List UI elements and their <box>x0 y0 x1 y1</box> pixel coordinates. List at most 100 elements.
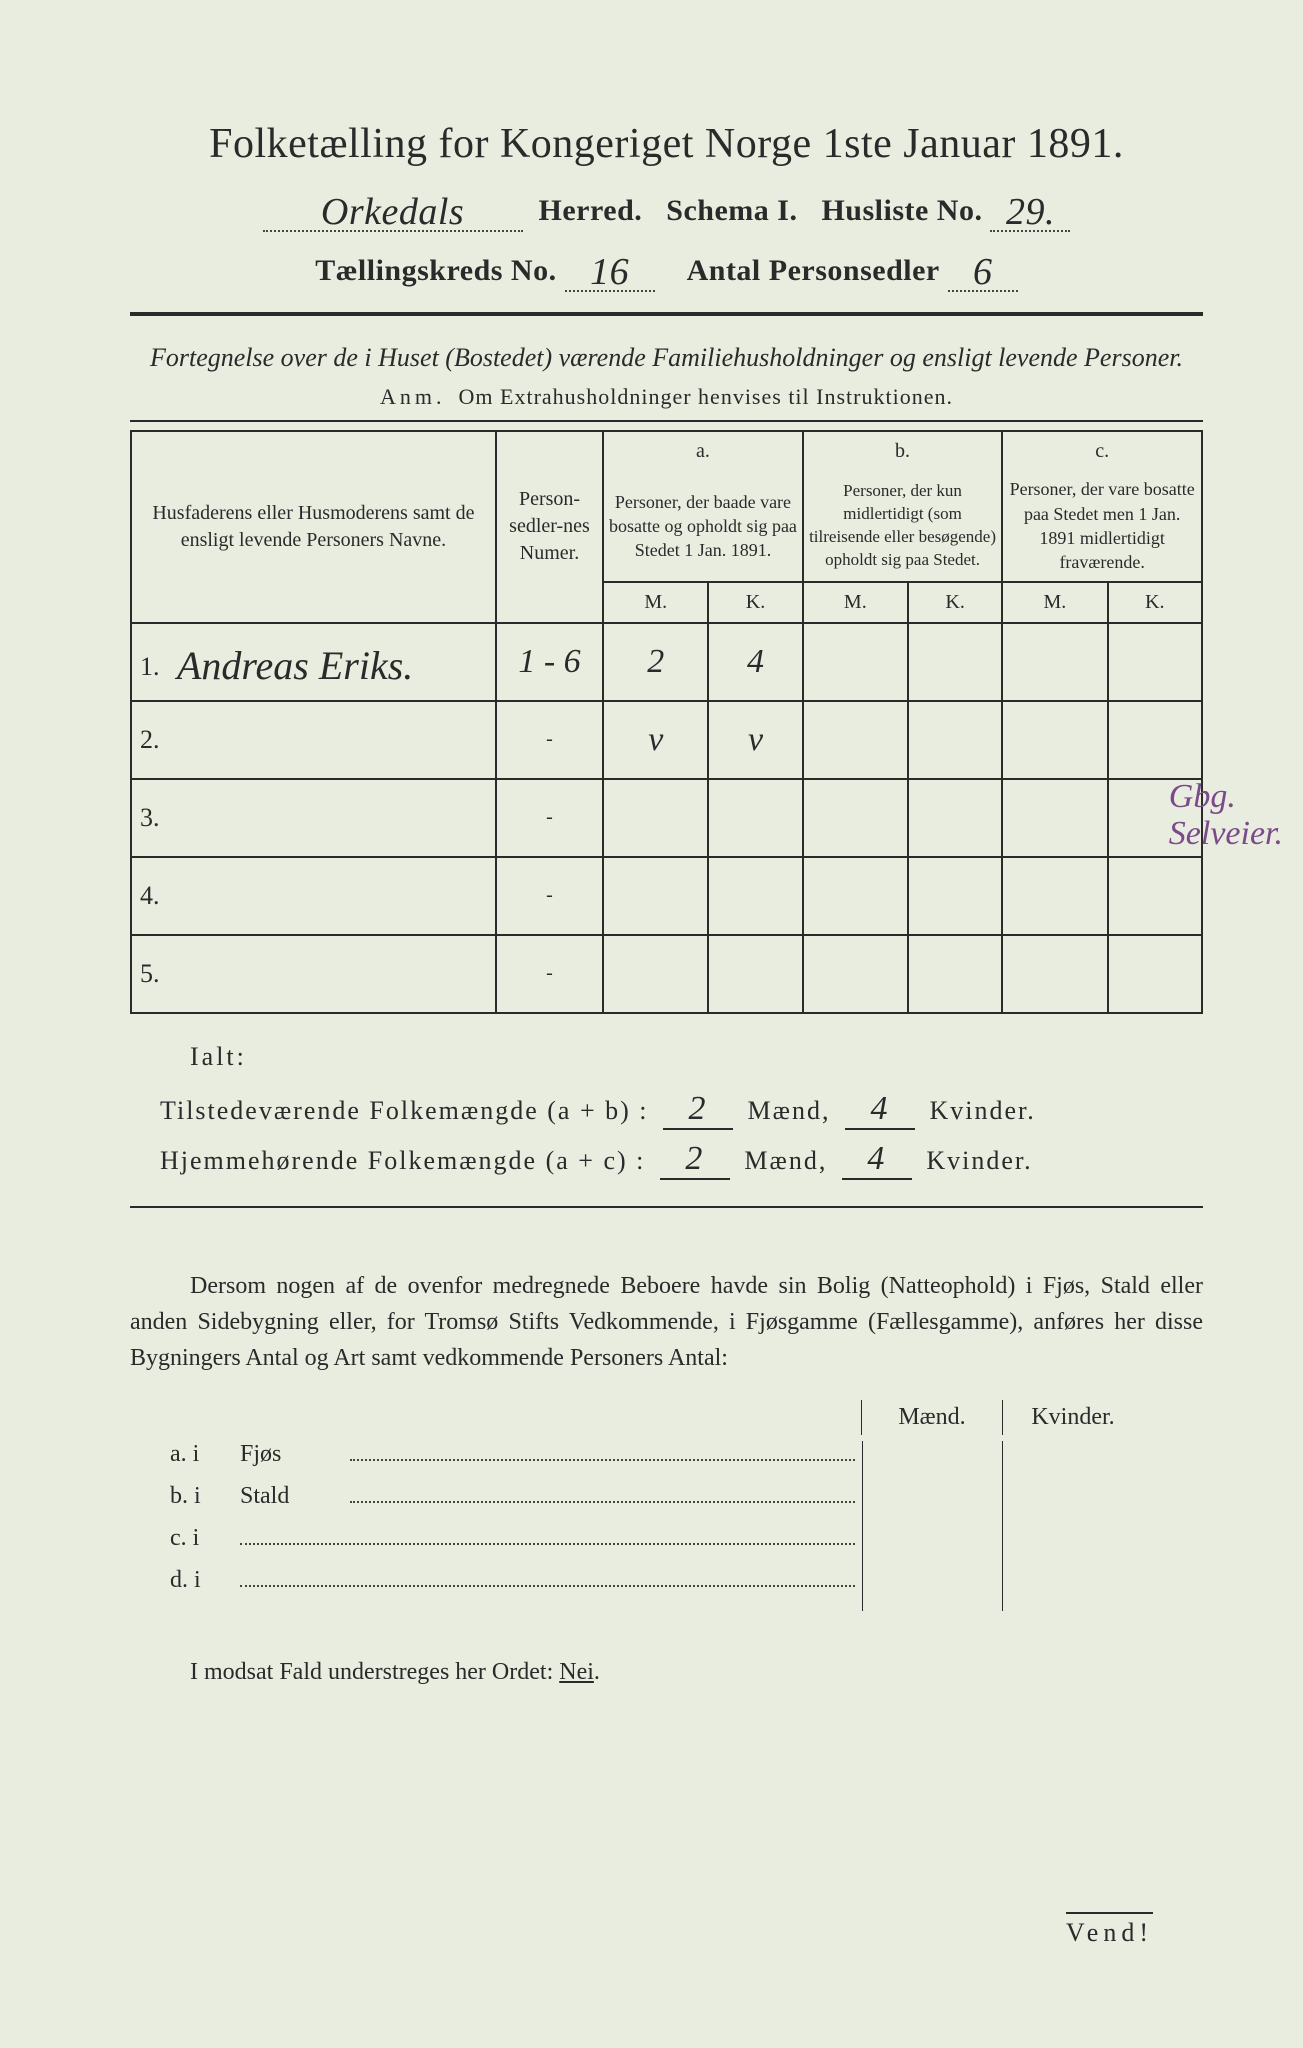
herred-label: Herred. <box>539 194 643 227</box>
cell-name: 5. <box>131 935 496 1013</box>
cell-num: - <box>496 857 603 935</box>
husliste-label: Husliste No. <box>821 194 982 227</box>
rule-thin-2 <box>130 1206 1203 1208</box>
table-row: 1. Andreas Eriks. 1 - 6 2 4 <box>131 623 1202 701</box>
antal-value: 6 <box>973 251 993 293</box>
th-b-k: K. <box>908 582 1002 623</box>
cell-am: 2 <box>603 623 708 701</box>
cell-bk <box>908 623 1002 701</box>
margin-note: Gbg. Selveier. <box>1169 778 1283 853</box>
list-row-a: a. i Fjøs <box>170 1441 1203 1483</box>
subtitle: Fortegnelse over de i Huset (Bostedet) v… <box>130 340 1203 376</box>
kvinder-label: Kvinder. <box>926 1146 1032 1175</box>
anm-text: Om Extrahusholdninger henvises til Instr… <box>459 384 953 409</box>
dots <box>240 1584 855 1587</box>
totals-line-2: Hjemmehørende Folkemængde (a + c) : 2 Mæ… <box>160 1140 1203 1180</box>
th-b-label: b. <box>803 431 1003 471</box>
kreds-label: Tællingskreds No. <box>315 254 556 287</box>
cell-num: 1 - 6 <box>496 623 603 701</box>
th-a-label: a. <box>603 431 803 471</box>
cell-name: 4. <box>131 857 496 935</box>
cell-name: 2. <box>131 701 496 779</box>
nei-line: I modsat Fald understreges her Ordet: Ne… <box>130 1659 1203 1686</box>
sep-2 <box>1002 1441 1003 1611</box>
building-listing: a. i Fjøs b. i Stald c. i d. i <box>170 1441 1203 1609</box>
table-row: 3. - <box>131 779 1202 857</box>
cell-ak: 4 <box>708 623 802 701</box>
list-row-d: d. i <box>170 1567 1203 1609</box>
cell-cm <box>1002 701 1107 779</box>
table-row: 4. - <box>131 857 1202 935</box>
census-form-page: Folketælling for Kongeriget Norge 1ste J… <box>0 0 1303 2048</box>
husliste-value: 29. <box>1006 191 1055 233</box>
maend-label: Mænd, <box>748 1096 831 1125</box>
sep-1 <box>862 1441 863 1611</box>
cell-bk <box>908 701 1002 779</box>
dots <box>240 1542 855 1545</box>
anm-prefix: Anm. <box>380 384 446 409</box>
paragraph: Dersom nogen af de ovenfor medregnede Be… <box>130 1268 1203 1376</box>
mk-header: Mænd. Kvinder. <box>130 1400 1203 1435</box>
herred-value: Orkedals <box>321 191 464 233</box>
schema-label: Schema I. <box>666 194 797 227</box>
margin-note-2: Selveier. <box>1169 815 1283 852</box>
th-c-m: M. <box>1002 582 1107 623</box>
dots <box>350 1458 855 1461</box>
anm-line: Anm. Om Extrahusholdninger henvises til … <box>130 384 1203 410</box>
th-a-k: K. <box>708 582 802 623</box>
cell-num: - <box>496 701 603 779</box>
th-num: Person-sedler-nes Numer. <box>496 431 603 622</box>
tot2-label: Hjemmehørende Folkemængde (a + c) : <box>160 1146 645 1175</box>
cell-bm <box>803 701 908 779</box>
page-title: Folketælling for Kongeriget Norge 1ste J… <box>130 120 1203 168</box>
th-a: Personer, der baade vare bosatte og opho… <box>603 471 803 581</box>
th-name: Husfaderens eller Husmoderens samt de en… <box>131 431 496 622</box>
rule-thin-1 <box>130 420 1203 422</box>
header-line-2: Orkedals Herred. Schema I. Husliste No. … <box>130 186 1203 232</box>
cell-ck <box>1108 701 1203 779</box>
census-table: Husfaderens eller Husmoderens samt de en… <box>130 430 1203 1013</box>
cell-ak: v <box>708 701 802 779</box>
margin-note-1: Gbg. <box>1169 778 1283 815</box>
rule-thick-1 <box>130 312 1203 316</box>
maend-label: Mænd, <box>744 1146 827 1175</box>
header-line-3: Tællingskreds No. 16 Antal Personsedler … <box>130 246 1203 292</box>
husliste-field: 29. <box>990 186 1070 232</box>
cell-am: v <box>603 701 708 779</box>
ialt-label: Ialt: <box>190 1042 1203 1072</box>
tot1-k-field: 4 <box>845 1090 915 1130</box>
vend-label: Vend! <box>1066 1912 1153 1948</box>
antal-field: 6 <box>948 246 1018 292</box>
table-row: 2. - v v <box>131 701 1202 779</box>
table-row: 5. - <box>131 935 1202 1013</box>
th-c: Personer, der vare bosatte paa Stedet me… <box>1002 471 1202 581</box>
antal-label: Antal Personsedler <box>687 254 940 287</box>
cell-num: - <box>496 935 603 1013</box>
kvinder-label: Kvinder. <box>929 1096 1035 1125</box>
mk-m: Mænd. <box>861 1400 1002 1435</box>
totals-line-1: Tilstedeværende Folkemængde (a + b) : 2 … <box>160 1090 1203 1130</box>
cell-bm <box>803 623 908 701</box>
th-a-m: M. <box>603 582 708 623</box>
cell-name: 1. Andreas Eriks. <box>131 623 496 701</box>
tot1-label: Tilstedeværende Folkemængde (a + b) : <box>160 1096 649 1125</box>
cell-num: - <box>496 779 603 857</box>
list-row-c: c. i <box>170 1525 1203 1567</box>
th-c-k: K. <box>1108 582 1203 623</box>
dots <box>350 1500 855 1503</box>
mk-k: Kvinder. <box>1002 1400 1143 1435</box>
th-c-label: c. <box>1002 431 1202 471</box>
th-b: Personer, der kun midlertidigt (som tilr… <box>803 471 1003 581</box>
th-b-m: M. <box>803 582 908 623</box>
list-row-b: b. i Stald <box>170 1483 1203 1525</box>
cell-cm <box>1002 623 1107 701</box>
herred-field: Orkedals <box>263 186 523 232</box>
nei-word: Nei <box>559 1659 594 1685</box>
cell-name: 3. <box>131 779 496 857</box>
tot2-k-field: 4 <box>842 1140 912 1180</box>
kreds-field: 16 <box>565 246 655 292</box>
tot2-m-field: 2 <box>660 1140 730 1180</box>
cell-ck <box>1108 623 1203 701</box>
tot1-m-field: 2 <box>663 1090 733 1130</box>
kreds-value: 16 <box>590 251 629 293</box>
